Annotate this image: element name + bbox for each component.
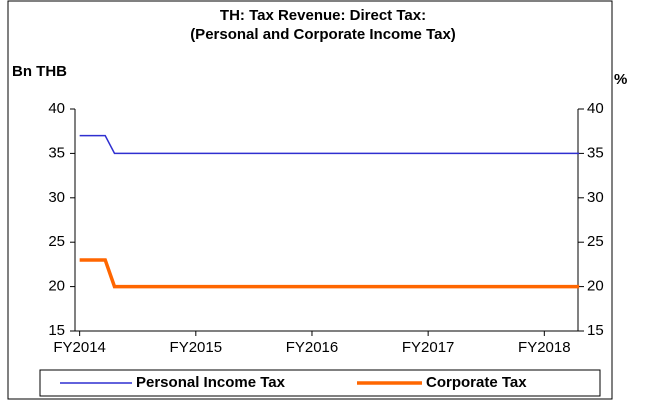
chart-frame [7, 0, 613, 400]
y-tick-label: 15 [48, 322, 65, 339]
legend-label: Corporate Tax [426, 374, 527, 391]
y-tick-label: 30 [48, 189, 65, 206]
y2-tick-label: 20 [587, 278, 604, 295]
y-tick-label: 20 [48, 278, 65, 295]
y-tick-label: 25 [48, 233, 65, 250]
y-tick-label: 40 [48, 100, 65, 117]
y2-tick-label: 35 [587, 144, 604, 161]
x-tick-label: FY2016 [286, 339, 339, 356]
y2-tick-label: 40 [587, 100, 604, 117]
y2-tick-label: 25 [587, 233, 604, 250]
x-tick-label: FY2015 [170, 339, 223, 356]
y-tick-label: 35 [48, 144, 65, 161]
legend-label: Personal Income Tax [136, 374, 286, 391]
x-tick-label: FY2017 [402, 339, 455, 356]
chart-title: (Personal and Corporate Income Tax) [190, 26, 456, 43]
legend [39, 369, 601, 397]
y2-tick-label: 15 [587, 322, 604, 339]
series-line [79, 258, 580, 289]
y2-axis-label: % [614, 71, 627, 88]
x-tick-label: FY2014 [53, 339, 106, 356]
x-tick-label: FY2018 [518, 339, 571, 356]
series-line [79, 134, 580, 155]
chart-title: TH: Tax Revenue: Direct Tax: [220, 7, 426, 24]
y-axis-label: Bn THB [12, 63, 67, 80]
y2-tick-label: 30 [587, 189, 604, 206]
